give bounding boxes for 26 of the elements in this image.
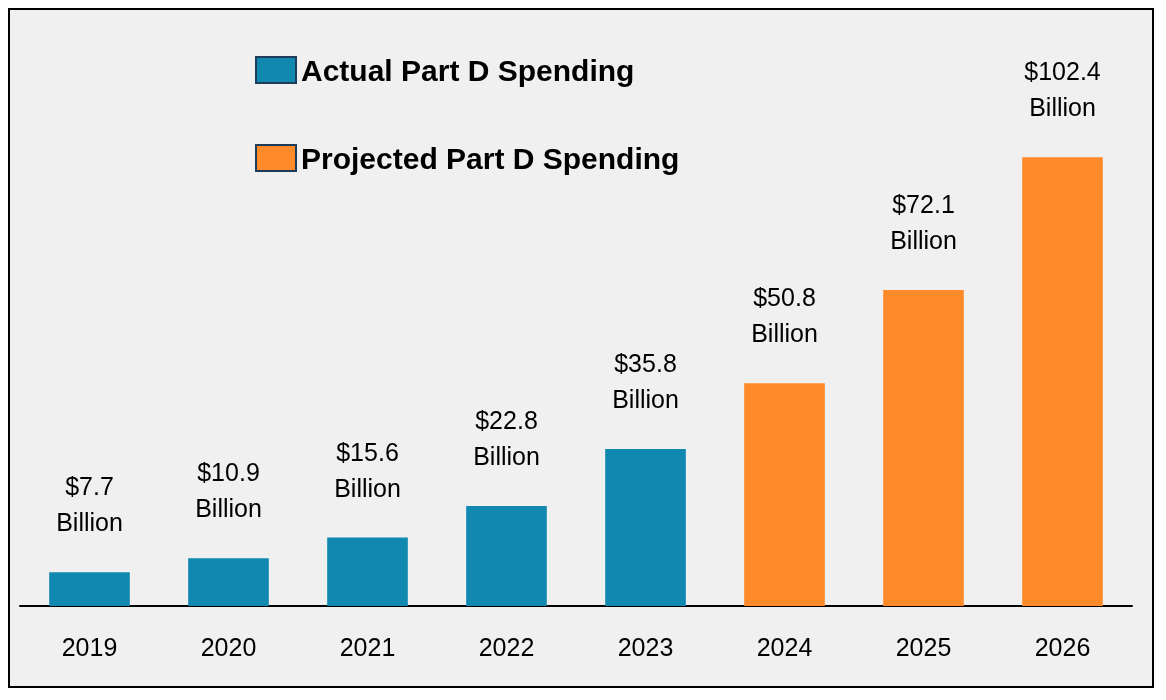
bar — [744, 383, 825, 606]
data-label: $102.4 Billion — [1024, 57, 1101, 122]
data-label: $7.7 Billion — [56, 472, 123, 537]
legend-label: Projected Part D Spending — [301, 141, 680, 175]
x-tick-label: 2022 — [478, 632, 535, 661]
bar — [605, 449, 686, 606]
data-label: $22.8 Billion — [473, 406, 540, 471]
x-tick-label: 2019 — [61, 632, 118, 661]
data-label: $72.1 Billion — [890, 189, 957, 254]
bar — [49, 572, 130, 606]
bar — [188, 558, 269, 606]
x-tick-label: 2024 — [756, 632, 813, 661]
x-tick-label: 2025 — [895, 632, 952, 661]
bar — [1022, 157, 1103, 606]
data-label: $10.9 Billion — [195, 458, 262, 523]
legend-label: Actual Part D Spending — [301, 53, 635, 87]
x-tick-label: 2020 — [200, 632, 257, 661]
x-tick-label: 2021 — [339, 632, 396, 661]
data-label: $15.6 Billion — [334, 437, 401, 502]
bar — [466, 506, 547, 606]
bar — [327, 537, 408, 606]
x-tick-label: 2026 — [1034, 632, 1091, 661]
x-tick-label: 2023 — [617, 632, 674, 661]
data-label: $50.8 Billion — [751, 283, 818, 348]
bar — [883, 289, 964, 606]
data-label: $35.8 Billion — [612, 349, 679, 414]
